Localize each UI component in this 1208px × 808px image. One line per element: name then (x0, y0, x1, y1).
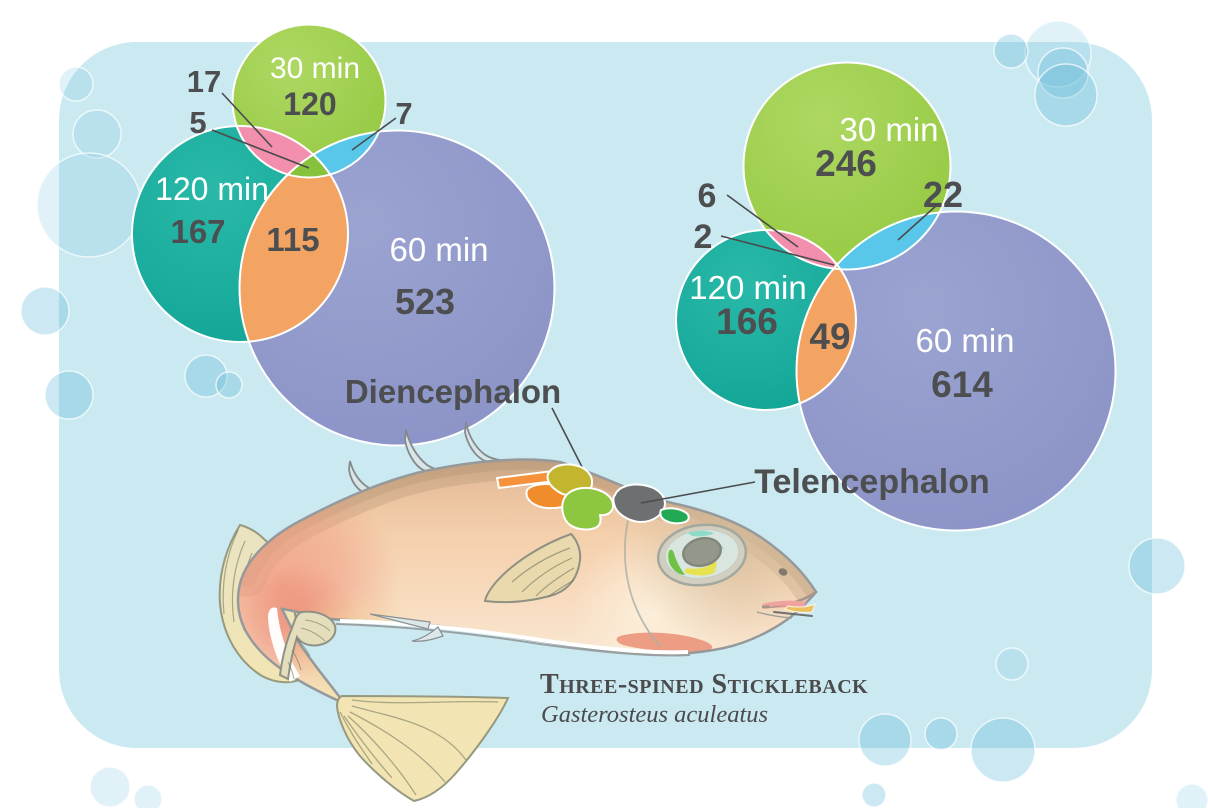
svg-text:17: 17 (187, 64, 221, 99)
svg-text:120 min: 120 min (155, 171, 269, 207)
svg-text:246: 246 (815, 143, 877, 184)
svg-text:120 min: 120 min (689, 269, 806, 306)
svg-text:60 min: 60 min (915, 322, 1014, 359)
svg-text:49: 49 (809, 316, 850, 357)
svg-text:60 min: 60 min (389, 231, 488, 268)
svg-text:167: 167 (170, 213, 225, 250)
svg-text:Gasterosteus aculeatus: Gasterosteus aculeatus (541, 701, 768, 728)
svg-text:614: 614 (931, 364, 993, 405)
svg-text:Diencephalon: Diencephalon (345, 373, 561, 410)
svg-text:523: 523 (395, 281, 455, 322)
svg-text:Three-spined Stickleback: Three-spined Stickleback (540, 669, 868, 700)
svg-text:Telencephalon: Telencephalon (754, 463, 990, 501)
svg-text:6: 6 (698, 177, 717, 215)
svg-text:22: 22 (923, 174, 963, 215)
svg-text:120: 120 (283, 86, 336, 122)
svg-text:115: 115 (266, 221, 319, 258)
svg-text:7: 7 (395, 96, 412, 131)
svg-text:166: 166 (716, 301, 778, 342)
svg-text:2: 2 (694, 218, 713, 256)
svg-text:30 min: 30 min (839, 111, 938, 148)
svg-text:30 min: 30 min (270, 52, 360, 85)
svg-text:5: 5 (189, 105, 206, 140)
